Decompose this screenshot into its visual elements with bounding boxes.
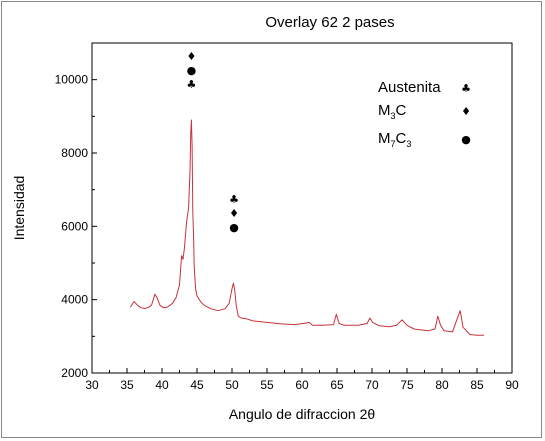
legend-symbol: ● [461,133,471,146]
x-tick-label: 30 [85,378,99,392]
legend-label: C [396,102,407,119]
legend-subscript: 7 [391,139,396,149]
x-tick-label: 50 [225,378,239,392]
y-tick-label: 6000 [61,219,88,233]
x-tick-label: 80 [435,378,449,392]
peak-marker: ♣ [229,193,239,206]
legend-subscript: 3 [406,139,411,149]
legend-label: M [378,130,391,147]
y-tick-label: 4000 [61,293,88,307]
peak-annotations: ♦●♣♣♦● [186,50,239,234]
peak-marker: ♦ [229,207,239,220]
peak-marker: ♣ [186,78,196,91]
legend-label: C [396,130,407,147]
diffraction-series-line [130,119,484,336]
peak-marker: ● [187,64,197,77]
legend-entry-text: M7C3 [378,130,411,149]
x-tick-label: 75 [400,378,414,392]
x-tick-label: 85 [470,378,484,392]
chart-title: Overlay 62 2 pases [265,14,394,31]
x-tick-label: 55 [260,378,274,392]
legend-label: Austenita [378,79,441,96]
y-axis: 2000 4000 6000 8000 10000 [55,73,97,380]
x-tick-label: 35 [120,378,134,392]
x-tick-label: 45 [190,378,204,392]
y-axis-label: Intensidad [11,176,27,241]
y-tick-label: 10000 [55,73,89,87]
x-tick-label: 70 [365,378,379,392]
legend-symbol: ♦ [461,105,471,118]
y-tick-label: 2000 [61,366,88,380]
legend-entry-text: M3C [378,102,407,121]
legend: Austenita ♣M3C ♦M7C3 ● [378,79,471,149]
x-tick-label: 40 [155,378,169,392]
legend-entry-text: Austenita [378,79,441,96]
x-tick-label: 90 [505,378,519,392]
legend-label: M [378,102,391,119]
peak-marker: ● [229,221,239,234]
y-tick-label: 8000 [61,146,88,160]
x-axis-label: Angulo de difraccion 2θ [229,406,376,422]
peak-marker: ♦ [186,50,196,63]
x-tick-label: 65 [330,378,344,392]
series-group [130,119,484,336]
x-axis: 30 35 40 45 50 55 60 65 70 75 80 85 90 [85,368,519,392]
legend-symbol: ♣ [461,82,471,95]
x-tick-label: 60 [295,378,309,392]
legend-subscript: 3 [391,111,396,121]
